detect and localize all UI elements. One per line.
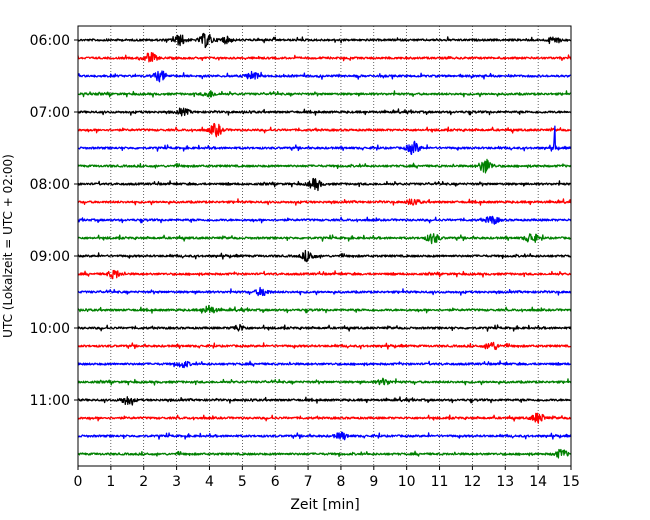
trace-1030 — [77, 360, 572, 369]
x-tick-label: 14 — [529, 474, 547, 490]
x-tick-label: 1 — [106, 474, 115, 490]
trace-1145 — [77, 448, 572, 459]
trace-1000 — [77, 323, 572, 332]
x-axis-label: Zeit [min] — [290, 497, 359, 513]
trace-1130 — [77, 431, 572, 441]
trace-0700 — [77, 107, 572, 117]
y-tick-label: 11:00 — [30, 393, 70, 409]
y-tick-label: 09:00 — [30, 249, 70, 265]
y-tick-label: 10:00 — [30, 321, 70, 337]
trace-1100 — [77, 396, 572, 406]
x-tick-label: 12 — [463, 474, 481, 490]
x-tick-label: 15 — [562, 474, 580, 490]
y-tick-label: 06:00 — [30, 33, 70, 49]
x-tick-label: 4 — [205, 474, 214, 490]
trace-0630 — [77, 70, 572, 83]
x-axis-ticks: 0 1 2 3 4 5 6 7 8 9 10 11 12 13 14 15 — [74, 466, 580, 490]
x-tick-label: 6 — [271, 474, 280, 490]
trace-0615 — [77, 51, 572, 63]
plot-frame — [77, 25, 572, 467]
x-tick-label: 5 — [238, 474, 247, 490]
x-tick-label: 8 — [336, 474, 345, 490]
trace-0915 — [77, 269, 572, 280]
x-tick-label: 3 — [172, 474, 181, 490]
trace-0815 — [77, 198, 572, 206]
y-axis-label: UTC (Lokalzeit = UTC + 02:00) — [1, 154, 15, 338]
trace-0945 — [77, 304, 572, 314]
trace-1115 — [77, 412, 572, 424]
trace-1015 — [77, 341, 572, 351]
y-axis-ticks: 06:00 07:00 08:00 09:00 10:00 11:00 — [30, 33, 78, 409]
trace-0645 — [77, 90, 572, 98]
x-tick-label: 9 — [369, 474, 378, 490]
trace-0730 — [77, 125, 572, 156]
trace-lines — [77, 32, 572, 459]
y-tick-label: 08:00 — [30, 177, 70, 193]
trace-0600 — [77, 32, 572, 49]
trace-0830 — [77, 215, 572, 225]
trace-0715 — [77, 122, 572, 138]
x-tick-label: 10 — [398, 474, 416, 490]
grid-lines — [110, 26, 539, 466]
x-tick-label: 2 — [139, 474, 148, 490]
x-tick-label: 11 — [431, 474, 449, 490]
x-tick-label: 0 — [74, 474, 83, 490]
trace-1045 — [77, 377, 572, 386]
trace-0845 — [77, 233, 572, 245]
trace-0745 — [77, 158, 572, 174]
y-tick-label: 07:00 — [30, 105, 70, 121]
x-tick-label: 7 — [304, 474, 313, 490]
trace-0900 — [77, 249, 572, 263]
x-tick-label: 13 — [496, 474, 514, 490]
trace-0930 — [77, 286, 572, 297]
trace-0800 — [77, 177, 572, 192]
